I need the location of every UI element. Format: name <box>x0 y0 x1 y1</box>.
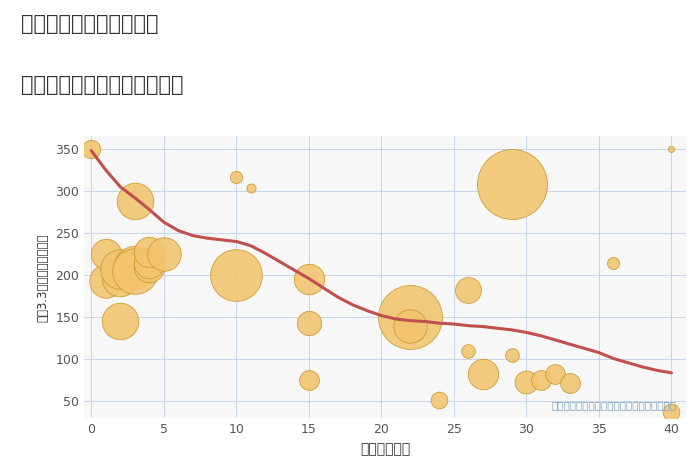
Point <box>550 370 561 377</box>
Point <box>303 376 314 384</box>
Point <box>231 173 242 180</box>
Point <box>666 408 677 415</box>
Text: 築年数別中古マンション価格: 築年数別中古マンション価格 <box>21 75 183 95</box>
Point <box>608 259 619 267</box>
Point <box>564 379 575 387</box>
Point <box>158 251 169 258</box>
Point <box>100 251 111 258</box>
Point <box>463 287 474 294</box>
Point <box>521 378 532 386</box>
Point <box>477 370 489 377</box>
Point <box>85 145 97 153</box>
Point <box>303 275 314 283</box>
Point <box>231 272 242 279</box>
Point <box>303 320 314 327</box>
Text: 円の大きさは、取引のあった物件面積を示す: 円の大きさは、取引のあった物件面積を示す <box>552 400 677 410</box>
Point <box>536 376 547 384</box>
Point <box>144 248 155 255</box>
Point <box>463 347 474 355</box>
X-axis label: 築年数（年）: 築年数（年） <box>360 442 410 456</box>
Point <box>130 197 141 205</box>
Point <box>245 184 256 191</box>
Point <box>405 322 416 329</box>
Point <box>115 274 126 282</box>
Point <box>144 263 155 271</box>
Point <box>115 318 126 325</box>
Point <box>666 145 677 153</box>
Point <box>506 180 517 188</box>
Point <box>434 396 445 404</box>
Point <box>506 352 517 359</box>
Point <box>130 267 141 275</box>
Text: 神奈川県横浜市中区立野: 神奈川県横浜市中区立野 <box>21 14 158 34</box>
Point <box>115 266 126 273</box>
Point <box>144 259 155 266</box>
Point <box>405 313 416 321</box>
Point <box>100 277 111 285</box>
Point <box>130 263 141 271</box>
Y-axis label: 坪（3.3㎡）単価（万円）: 坪（3.3㎡）単価（万円） <box>36 233 50 321</box>
